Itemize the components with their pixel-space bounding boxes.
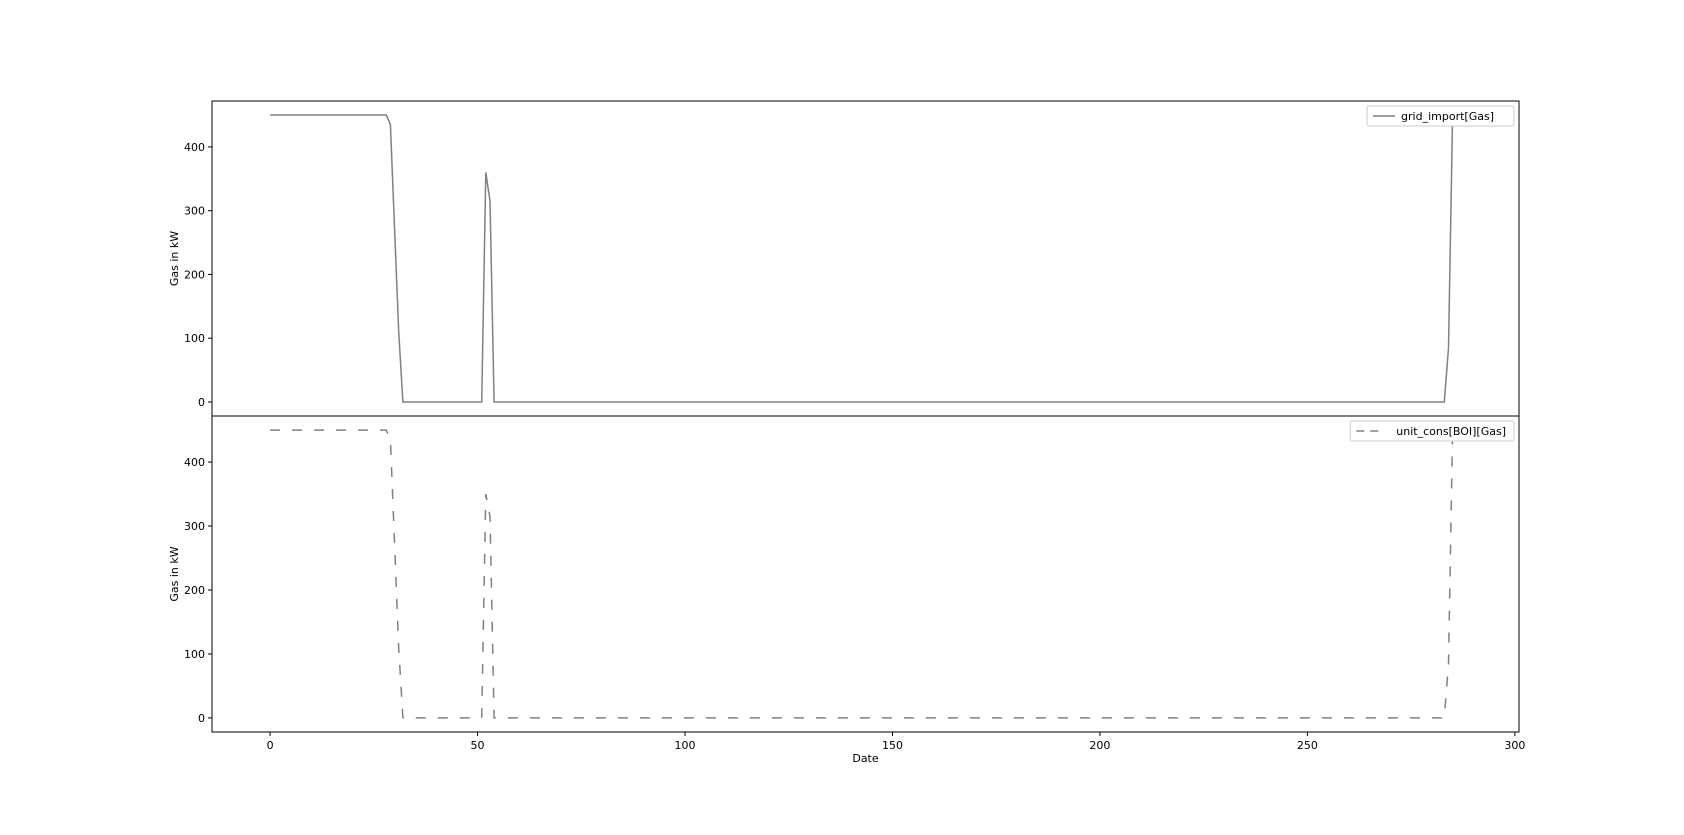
y-ticks-bottom: 0 100 200 300 400	[184, 456, 212, 725]
subplot-bottom: 0 100 200 300 400 Gas in kW unit_cons[BOI][G…	[168, 415, 1520, 733]
x-ticks: 0 50 100 150 200 250 300	[267, 732, 1525, 752]
x-tick-label: 150	[882, 739, 903, 752]
legend-label-bottom: unit_cons[BOI][Gas]	[1396, 425, 1506, 438]
y-tick-label: 200	[184, 268, 205, 281]
y-tick-label: 0	[198, 396, 205, 409]
legend-label-top: grid_import[Gas]	[1401, 110, 1494, 123]
y-tick-label: 200	[184, 584, 205, 597]
series-line-grid-import-gas	[270, 114, 1454, 403]
legend-bottom: unit_cons[BOI][Gas]	[1349, 420, 1515, 442]
plot-area-bottom	[270, 429, 1454, 719]
x-axis-label: Date	[852, 752, 879, 765]
x-tick-label: 300	[1504, 739, 1525, 752]
legend-box-bottom	[1349, 420, 1515, 442]
y-tick-label: 300	[184, 205, 205, 218]
y-ticks-top: 0 100 200 300 400	[184, 141, 212, 409]
y-tick-label: 0	[198, 712, 205, 725]
y-axis-label-top: Gas in kW	[168, 231, 181, 286]
y-tick-label: 300	[184, 520, 205, 533]
series-line-unit-cons-boi-gas	[270, 429, 1454, 719]
x-tick-label: 100	[675, 739, 696, 752]
x-tick-label: 250	[1297, 739, 1318, 752]
y-axis-label-bottom: Gas in kW	[168, 546, 181, 601]
x-tick-label: 0	[267, 739, 274, 752]
y-tick-label: 100	[184, 332, 205, 345]
y-tick-label: 400	[184, 141, 205, 154]
y-tick-label: 100	[184, 648, 205, 661]
legend-box-top	[1366, 105, 1515, 127]
x-tick-label: 50	[471, 739, 485, 752]
y-tick-label: 400	[184, 456, 205, 469]
legend-top: grid_import[Gas]	[1366, 105, 1515, 127]
axes-frame-bottom	[211, 415, 1520, 733]
plot-area-top	[270, 114, 1454, 403]
x-tick-label: 200	[1089, 739, 1110, 752]
